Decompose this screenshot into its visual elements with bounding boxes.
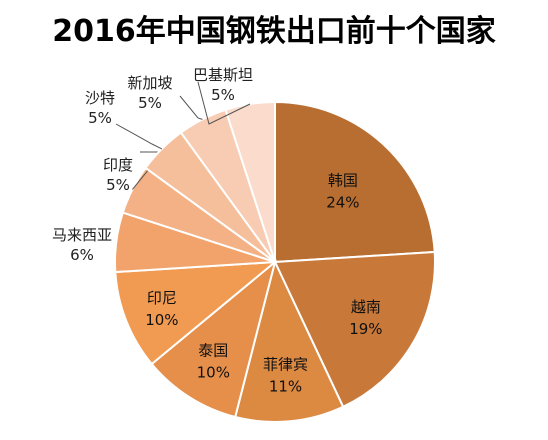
slice-value-9: 5% bbox=[211, 86, 235, 104]
slice-value-8: 5% bbox=[138, 94, 162, 112]
slice-label-6: 印度 bbox=[103, 156, 133, 174]
leader-line-8 bbox=[179, 95, 203, 120]
slice-label-5: 马来西亚 bbox=[52, 226, 112, 244]
slice-value-1: 19% bbox=[349, 320, 382, 338]
pie-slice-4 bbox=[114, 260, 279, 366]
slice-value-0: 24% bbox=[326, 194, 359, 212]
leader-line-9 bbox=[197, 81, 251, 125]
slice-label-9: 巴基斯坦 bbox=[193, 66, 253, 84]
slice-value-6: 5% bbox=[106, 176, 130, 194]
slice-label-2: 菲律宾 bbox=[263, 356, 308, 374]
slice-label-0: 韩国 bbox=[328, 172, 358, 190]
leader-line-7 bbox=[115, 123, 163, 150]
slice-value-4: 10% bbox=[145, 311, 178, 329]
slice-value-5: 6% bbox=[70, 246, 94, 264]
slice-label-1: 越南 bbox=[351, 298, 381, 316]
pie-slice-0 bbox=[274, 100, 436, 264]
slice-label-8: 新加坡 bbox=[127, 74, 172, 92]
chart-title: 2016年中国钢铁出口前十个国家 bbox=[52, 14, 496, 49]
slice-label-7: 沙特 bbox=[85, 89, 115, 107]
slice-label-4: 印尼 bbox=[147, 289, 177, 307]
slice-label-3: 泰国 bbox=[198, 341, 228, 359]
pie-slice-2 bbox=[233, 259, 345, 423]
pie-slice-3 bbox=[150, 259, 277, 419]
slice-value-3: 10% bbox=[197, 363, 230, 381]
slice-value-2: 11% bbox=[269, 378, 302, 396]
slice-value-7: 5% bbox=[88, 109, 112, 127]
pie-slice-1 bbox=[273, 250, 436, 409]
